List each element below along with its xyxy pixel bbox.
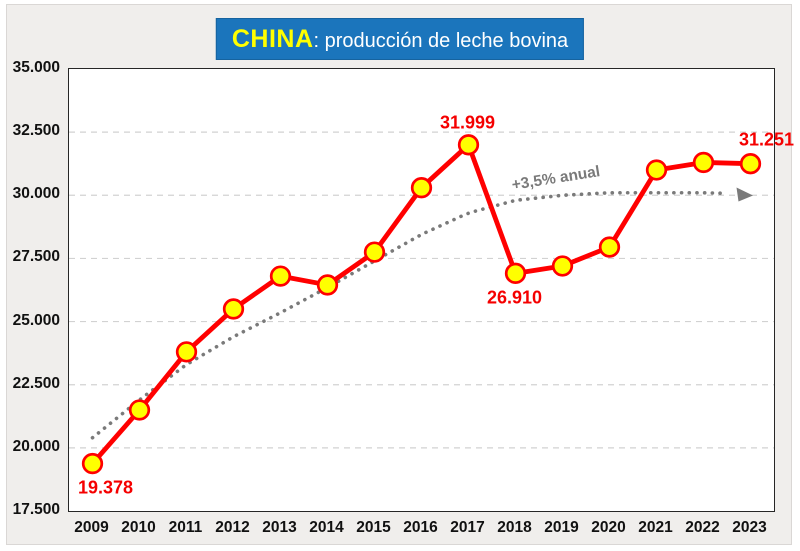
x-tick-label-2013: 2013 [262,519,297,536]
y-tick-label-20.000: 20.000 [12,437,60,455]
y-tick-label-32.500: 32.500 [12,122,60,140]
y-tick-label-22.500: 22.500 [12,374,60,392]
x-tick-label-2012: 2012 [215,519,250,536]
data-point-2009 [81,452,104,475]
data-point-2014 [316,274,339,296]
x-tick-label-2017: 2017 [450,519,485,536]
data-point-2019 [551,255,574,277]
x-tick-label-2010: 2010 [121,519,156,536]
data-point-2015 [363,241,386,263]
data-point-2021 [645,159,668,181]
data-point-2010 [128,399,151,421]
x-tick-label-2011: 2011 [168,519,203,536]
y-tick-label-27.500: 27.500 [12,248,60,266]
x-tick-label-2014: 2014 [309,519,344,536]
point-label-2017: 31.999 [439,112,496,133]
data-point-2023 [739,153,762,175]
data-point-2020 [598,236,621,258]
x-tick-label-2020: 2020 [591,519,626,536]
trend-dotted-line [90,190,729,440]
x-tick-label-2023: 2023 [732,519,767,536]
data-point-2011 [175,341,198,363]
data-point-2022 [692,151,715,174]
y-tick-label-25.000: 25.000 [12,311,60,329]
point-label-2009: 19.378 [77,477,134,498]
title-subject-label: : producción de leche bovina [313,30,569,52]
x-tick-label-2019: 2019 [544,519,579,536]
chart-title-banner: CHINA: producción de leche bovina [215,18,585,60]
x-tick-label-2021: 2021 [638,519,673,536]
data-point-2017 [457,134,480,156]
x-tick-label-2018: 2018 [497,519,532,536]
data-point-2016 [410,177,433,199]
trend-arrow-icon [736,187,753,202]
y-tick-label-30.000: 30.000 [12,185,60,203]
x-tick-label-2016: 2016 [403,519,438,536]
point-label-2018: 26.910 [486,287,543,308]
y-tick-label-17.500: 17.500 [12,501,60,518]
point-label-2023: 31.251 [738,129,795,150]
title-country-label: CHINA [231,25,314,53]
data-point-2012 [222,298,245,320]
y-tick-label-35.000: 35.000 [12,59,60,76]
data-point-2018 [504,262,527,284]
plot-area [68,68,775,512]
data-point-2013 [269,265,292,287]
chart-svg [69,131,774,475]
x-tick-label-2015: 2015 [356,519,391,536]
x-tick-label-2022: 2022 [685,519,720,536]
x-tick-label-2009: 2009 [74,519,109,536]
